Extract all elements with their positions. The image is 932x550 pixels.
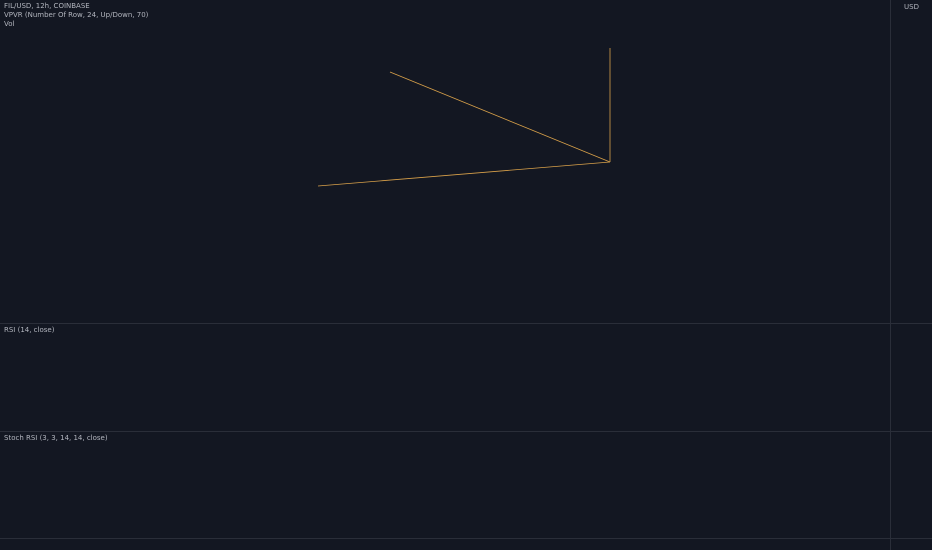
trend-line <box>317 161 611 187</box>
stoch-legend: Stoch RSI (3, 3, 14, 14, close) <box>4 434 108 442</box>
vpvr-legend: VPVR (Number Of Row, 24, Up/Down, 70) <box>4 11 149 19</box>
drawings <box>317 48 611 187</box>
trend-line <box>389 71 611 163</box>
symbol-legend: FIL/USD, 12h, COINBASE <box>4 2 90 10</box>
volume-legend: Vol <box>4 20 15 28</box>
rsi-legend: RSI (14, close) <box>4 326 55 334</box>
currency: USD <box>904 3 919 11</box>
